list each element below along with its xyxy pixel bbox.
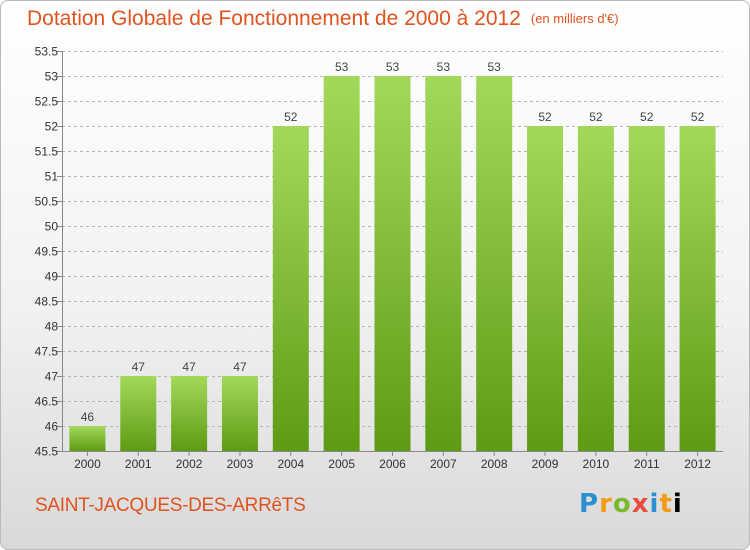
y-tick-label: 49.5 — [35, 245, 59, 259]
x-tick-label: 2005 — [328, 457, 355, 471]
y-tick-label: 48 — [45, 320, 59, 334]
x-tick-label: 2008 — [481, 457, 508, 471]
y-tick-label: 45.5 — [35, 445, 59, 459]
data-label: 47 — [132, 360, 146, 374]
y-tick-label: 47.5 — [35, 345, 59, 359]
bar-2009 — [527, 126, 564, 451]
y-tick-label: 47 — [45, 370, 59, 384]
data-label: 53 — [335, 60, 349, 74]
y-tick-label: 46.5 — [35, 395, 59, 409]
axes — [57, 51, 723, 456]
data-label: 52 — [640, 110, 654, 124]
data-label: 52 — [691, 110, 705, 124]
x-tick-label: 2009 — [532, 457, 559, 471]
bar-2004 — [272, 126, 309, 451]
bar-2005 — [323, 76, 360, 451]
y-tick-label: 49 — [45, 270, 59, 284]
x-tick-label: 2000 — [74, 457, 101, 471]
chart-title-text: Dotation Globale de Fonctionnement de 20… — [27, 7, 521, 30]
x-tick-label: 2012 — [684, 457, 711, 471]
bar-2003 — [221, 376, 258, 451]
data-label: 47 — [182, 360, 196, 374]
data-label: 46 — [81, 410, 95, 424]
x-tick-label: 2002 — [176, 457, 203, 471]
bar-2002 — [171, 376, 208, 451]
x-tick-label: 2011 — [634, 457, 660, 471]
chart-title: Dotation Globale de Fonctionnement de 20… — [27, 7, 619, 31]
labels: 45.5 46 46.5 47 47.5 48 48.5 49 49.5 50 50.5 51 51.5… — [35, 45, 712, 472]
data-label: 47 — [233, 360, 247, 374]
x-tick-label: 2010 — [583, 457, 610, 471]
bar-2008 — [476, 76, 513, 451]
y-tick-label: 53.5 — [35, 45, 59, 59]
bar-2011 — [628, 126, 665, 451]
y-tick-label: 50 — [45, 220, 59, 234]
chart-unit: (en milliers d'€) — [530, 11, 619, 26]
y-tick-label: 51 — [45, 170, 59, 184]
y-tick-label: 48.5 — [35, 295, 59, 309]
x-tick-label: 2004 — [277, 457, 304, 471]
y-tick-label: 51.5 — [35, 145, 59, 159]
data-label: 52 — [284, 110, 298, 124]
x-tick-label: 2007 — [430, 457, 457, 471]
data-label: 52 — [538, 110, 552, 124]
data-label: 53 — [437, 60, 451, 74]
bar-2001 — [120, 376, 157, 451]
bar-2006 — [374, 76, 411, 451]
x-tick-label: 2001 — [125, 457, 152, 471]
commune-name: SAINT-JACQUES-DES-ARRêTS — [35, 495, 306, 516]
data-label: 52 — [589, 110, 603, 124]
bar-2010 — [577, 126, 614, 451]
y-tick-label: 52 — [45, 120, 59, 134]
y-tick-label: 53 — [45, 70, 59, 84]
x-tick-label: 2006 — [379, 457, 406, 471]
bar-2007 — [425, 76, 462, 451]
y-tick-label: 50.5 — [35, 195, 59, 209]
x-tick-label: 2003 — [227, 457, 254, 471]
bar-2000 — [69, 426, 106, 451]
bars — [69, 76, 716, 451]
data-label: 53 — [488, 60, 502, 74]
proxiti-logo: Proxiti — [579, 489, 683, 519]
data-label: 53 — [386, 60, 400, 74]
y-tick-label: 46 — [45, 420, 59, 434]
y-tick-label: 52.5 — [35, 95, 59, 109]
bar-2012 — [679, 126, 716, 451]
